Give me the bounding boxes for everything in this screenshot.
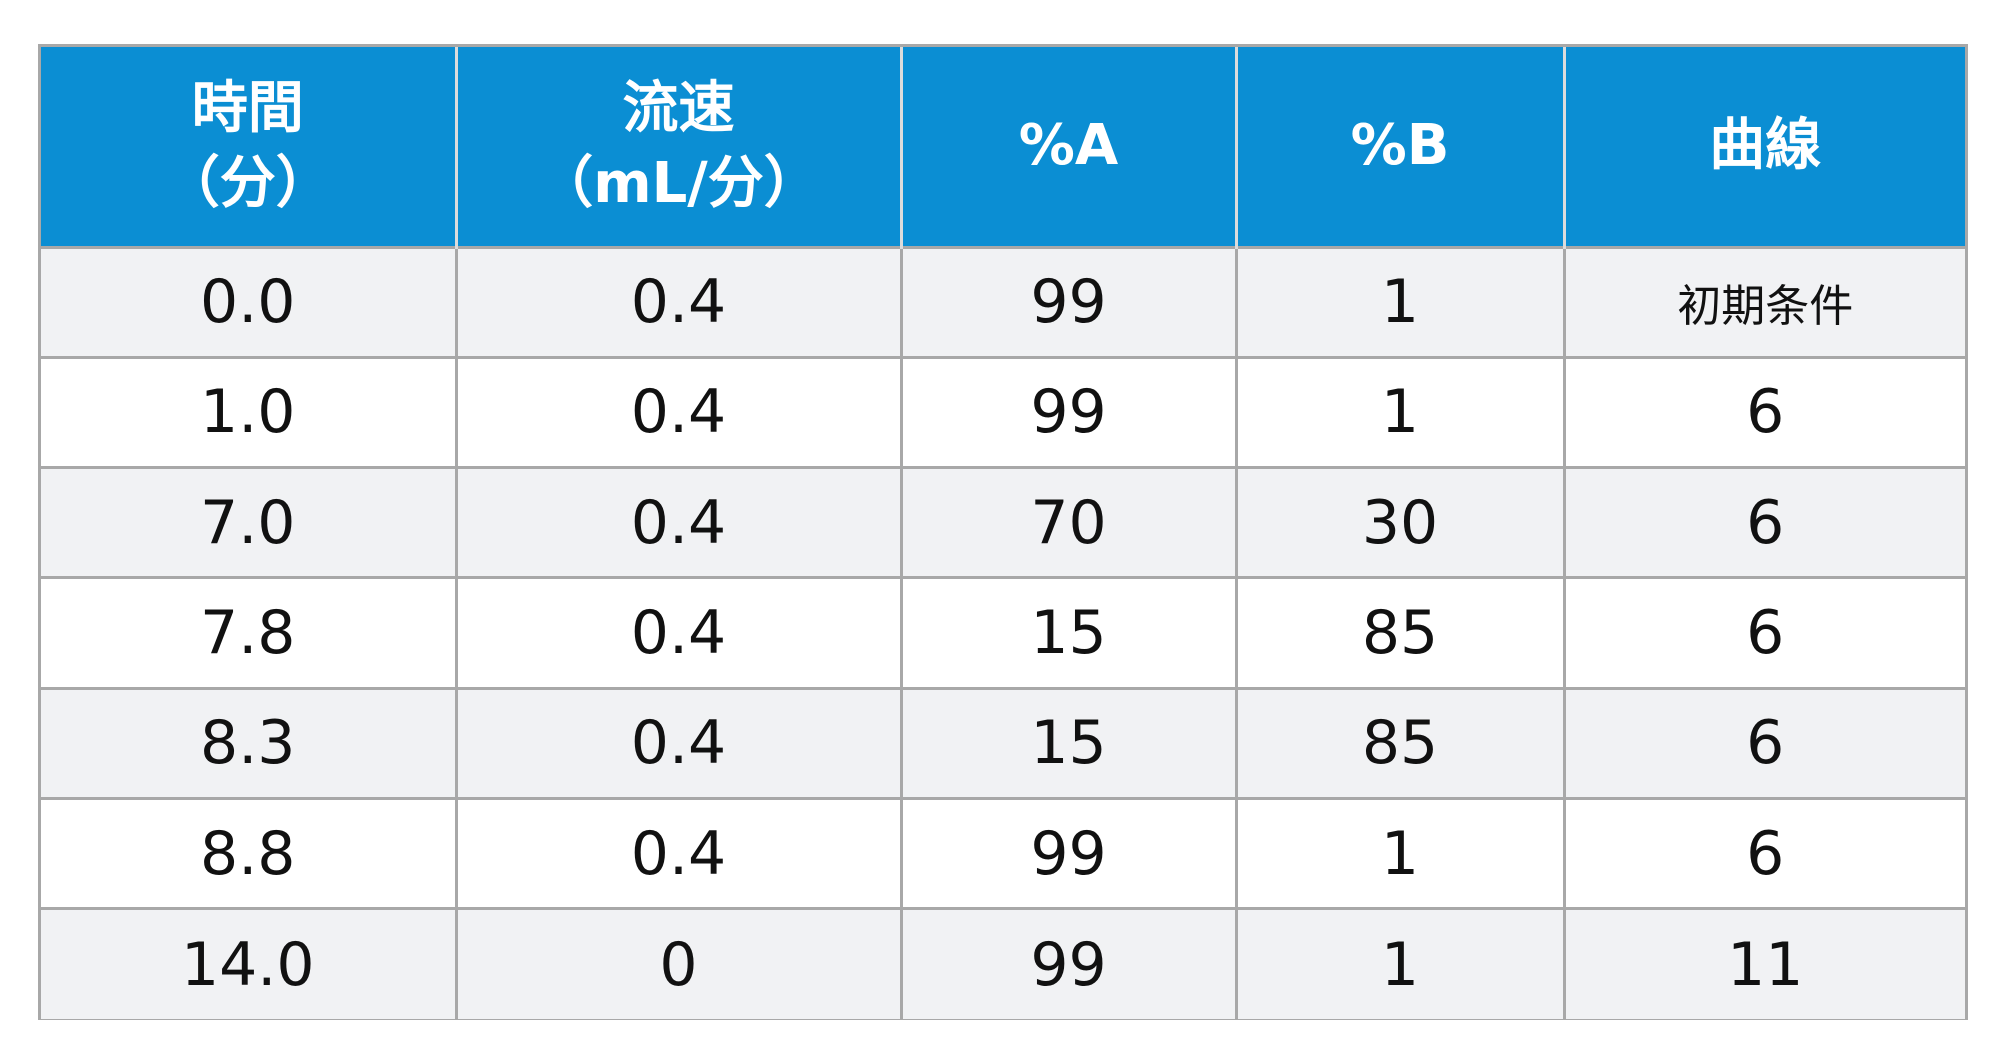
table-row: 7.0 0.4 70 30 6 bbox=[41, 466, 1965, 578]
cell-percent-a: 99 bbox=[899, 245, 1236, 358]
cell-time: 7.0 bbox=[41, 466, 456, 578]
header-percent-b-label: %B bbox=[1350, 113, 1450, 179]
table-row: 14.0 0 99 1 11 bbox=[41, 907, 1965, 1020]
cell-time: 8.3 bbox=[41, 686, 456, 799]
cell-time: 1.0 bbox=[41, 355, 456, 468]
cell-percent-b: 1 bbox=[1234, 907, 1564, 1020]
cell-flow-rate: 0.4 bbox=[454, 576, 901, 689]
cell-flow-rate: 0.4 bbox=[454, 686, 901, 799]
header-time: 時間 （分） bbox=[41, 47, 456, 247]
cell-percent-b: 85 bbox=[1234, 576, 1564, 689]
header-curve-label: 曲線 bbox=[1709, 113, 1822, 179]
cell-flow-rate: 0.4 bbox=[454, 355, 901, 468]
cell-percent-a: 99 bbox=[899, 796, 1236, 909]
cell-percent-b: 1 bbox=[1234, 796, 1564, 909]
gradient-table-container: 時間 （分） 流速 （mL/分） %A %B 曲線 0 bbox=[38, 44, 1968, 1020]
cell-curve: 初期条件 bbox=[1562, 245, 1965, 358]
table-row: 7.8 0.4 15 85 6 bbox=[41, 576, 1965, 689]
cell-flow-rate: 0.4 bbox=[454, 245, 901, 358]
header-flow-line-1: 流速 bbox=[622, 75, 735, 141]
cell-percent-a: 70 bbox=[899, 466, 1236, 578]
header-time-line-2: （分） bbox=[163, 151, 332, 217]
cell-percent-b: 1 bbox=[1234, 245, 1564, 358]
cell-time: 0.0 bbox=[41, 245, 456, 358]
cell-curve: 6 bbox=[1562, 796, 1965, 909]
cell-time: 7.8 bbox=[41, 576, 456, 689]
cell-percent-a: 99 bbox=[899, 355, 1236, 468]
cell-percent-b: 1 bbox=[1234, 355, 1564, 468]
cell-percent-b: 30 bbox=[1234, 466, 1564, 578]
cell-percent-a: 15 bbox=[899, 576, 1236, 689]
cell-percent-a: 99 bbox=[899, 907, 1236, 1020]
table-row: 8.3 0.4 15 85 6 bbox=[41, 686, 1965, 799]
cell-percent-b: 85 bbox=[1234, 686, 1564, 799]
table-row: 8.8 0.4 99 1 6 bbox=[41, 796, 1965, 909]
header-curve: 曲線 bbox=[1562, 47, 1965, 247]
cell-curve: 6 bbox=[1562, 355, 1965, 468]
cell-percent-a: 15 bbox=[899, 686, 1236, 799]
gradient-table: 時間 （分） 流速 （mL/分） %A %B 曲線 0 bbox=[41, 47, 1965, 1020]
header-flow-line-2: （mL/分） bbox=[537, 151, 820, 217]
table-row: 1.0 0.4 99 1 6 bbox=[41, 355, 1965, 468]
cell-flow-rate: 0 bbox=[454, 907, 901, 1020]
cell-curve: 6 bbox=[1562, 466, 1965, 578]
table-header-row: 時間 （分） 流速 （mL/分） %A %B 曲線 bbox=[41, 47, 1965, 247]
header-percent-a-label: %A bbox=[1018, 113, 1119, 179]
table-row: 0.0 0.4 99 1 初期条件 bbox=[41, 245, 1965, 358]
cell-curve: 6 bbox=[1562, 576, 1965, 689]
header-percent-b: %B bbox=[1234, 47, 1564, 247]
cell-flow-rate: 0.4 bbox=[454, 796, 901, 909]
header-flow-rate: 流速 （mL/分） bbox=[454, 47, 901, 247]
cell-flow-rate: 0.4 bbox=[454, 466, 901, 578]
cell-curve: 6 bbox=[1562, 686, 1965, 799]
cell-time: 14.0 bbox=[41, 907, 456, 1020]
cell-curve: 11 bbox=[1562, 907, 1965, 1020]
header-percent-a: %A bbox=[899, 47, 1236, 247]
cell-time: 8.8 bbox=[41, 796, 456, 909]
header-time-line-1: 時間 bbox=[191, 75, 304, 141]
